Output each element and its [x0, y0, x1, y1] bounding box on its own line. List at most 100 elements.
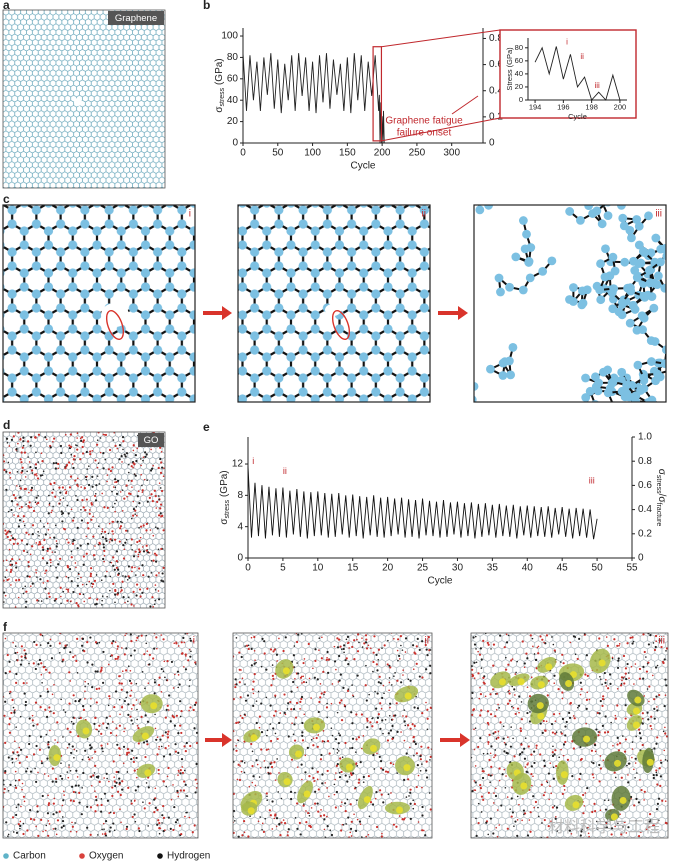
group-atom [519, 727, 522, 730]
group-atom [592, 761, 595, 765]
group-atom [154, 678, 156, 681]
group-atom [15, 786, 18, 789]
group-atom [98, 724, 101, 727]
group-atom [166, 775, 169, 778]
group-atom [94, 558, 96, 560]
group-atom [10, 508, 13, 512]
group-atom [71, 745, 74, 748]
group-atom [480, 811, 483, 813]
group-atom [424, 834, 427, 837]
group-atom [117, 655, 120, 658]
group-atom [360, 713, 364, 716]
group-atom [47, 641, 50, 645]
group-atom [333, 660, 337, 663]
group-atom [40, 673, 43, 676]
group-atom [119, 520, 122, 523]
group-atom [12, 435, 15, 438]
group-atom [296, 766, 299, 768]
group-atom [389, 762, 392, 765]
group-atom [371, 717, 373, 720]
group-atom [82, 563, 85, 566]
group-atom [114, 444, 117, 448]
group-atom [618, 643, 621, 645]
y2-tick-label: 0 [489, 138, 495, 149]
group-atom [145, 634, 148, 637]
group-atom [80, 576, 82, 579]
group-atom [604, 681, 607, 684]
group-atom [35, 542, 38, 544]
group-atom [166, 736, 170, 739]
group-atom [57, 467, 60, 470]
group-atom [70, 508, 73, 511]
group-atom [37, 543, 40, 546]
group-atom [504, 743, 507, 746]
group-atom [140, 464, 142, 467]
group-atom [234, 685, 237, 689]
group-atom [112, 822, 115, 825]
group-atom [583, 633, 586, 635]
group-atom [585, 707, 588, 710]
yellow-atoms [250, 734, 258, 742]
group-atom [69, 769, 72, 772]
group-atom [498, 767, 501, 770]
group-atom [162, 529, 165, 532]
group-atom [54, 739, 56, 741]
group-atom [656, 783, 659, 786]
group-atom [134, 509, 137, 512]
group-atom [655, 640, 657, 643]
x-tick-label: 55 [626, 563, 638, 574]
group-atom [348, 836, 350, 838]
group-atom [127, 575, 130, 578]
group-atom [639, 779, 641, 781]
group-atom [530, 676, 533, 679]
group-atom [533, 653, 536, 655]
group-atom [479, 686, 481, 689]
group-atom [409, 788, 412, 791]
group-atom [161, 814, 164, 817]
group-atom [606, 730, 610, 734]
group-atom [76, 584, 79, 587]
group-atom [32, 662, 35, 665]
group-atom [657, 797, 661, 800]
group-atom [56, 576, 59, 579]
group-atom [37, 531, 39, 533]
group-atom [336, 646, 340, 649]
group-atom [17, 442, 19, 445]
group-atom [276, 660, 278, 662]
group-atom [488, 758, 491, 762]
group-atom [573, 717, 576, 720]
group-atom [180, 641, 183, 644]
group-atom [415, 752, 418, 755]
group-atom [162, 580, 165, 583]
group-atom [356, 633, 360, 636]
group-atom [66, 588, 70, 591]
atom [596, 259, 605, 269]
group-atom [487, 643, 490, 646]
broken-lattice [474, 205, 666, 402]
group-atom [125, 452, 129, 455]
group-atom [34, 501, 37, 504]
x-tick-label: 30 [452, 563, 464, 574]
group-atom [366, 717, 369, 720]
group-atom [658, 693, 661, 697]
group-atom [335, 668, 337, 671]
x-tick-label: 150 [339, 148, 356, 159]
x-axis-label: Cycle [427, 576, 452, 587]
group-atom [8, 717, 12, 720]
group-atom [325, 658, 328, 661]
group-atom [349, 827, 353, 830]
group-atom [148, 802, 151, 805]
group-atom [75, 769, 78, 772]
group-atom [640, 788, 643, 792]
group-atom [330, 727, 333, 730]
group-atom [72, 458, 75, 461]
group-atom [601, 724, 604, 727]
group-atom [523, 662, 526, 665]
group-atom [362, 734, 365, 737]
group-atom [329, 829, 332, 832]
group-atom [25, 590, 28, 593]
group-atom [74, 654, 76, 657]
group-atom [86, 641, 89, 644]
group-atom [162, 755, 166, 758]
group-atom [102, 557, 105, 561]
